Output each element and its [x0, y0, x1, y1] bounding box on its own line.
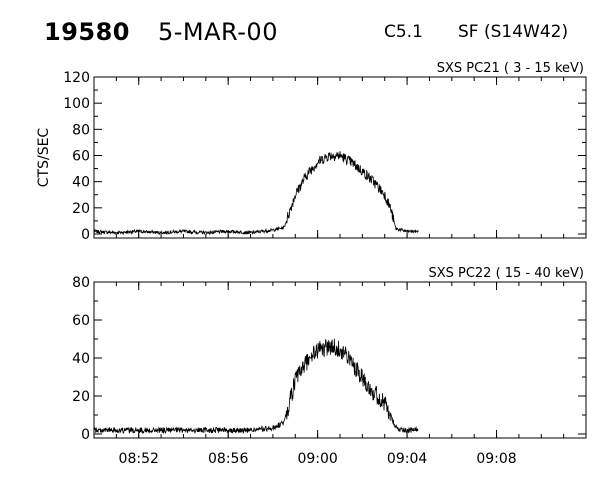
x-tick-label: 08:52	[119, 451, 159, 467]
y-tick-label: 20	[72, 389, 90, 405]
y-tick-label: 120	[63, 70, 90, 86]
y-tick-label: 40	[72, 175, 90, 191]
plot-frame-1	[93, 76, 587, 239]
flare-location: SF (S14W42)	[458, 22, 569, 42]
x-tick-label: 09:08	[476, 451, 516, 467]
y-tick-label: 0	[81, 227, 90, 243]
y-tick-label: 40	[72, 351, 90, 367]
series-line-1	[93, 151, 419, 236]
panel-label-1: SXS PC21 ( 3 - 15 keV)	[437, 61, 584, 76]
series-line-2	[93, 338, 419, 435]
y-tick-label: 80	[72, 275, 90, 291]
y-tick-label: 20	[72, 201, 90, 217]
y-tick-label: 80	[72, 122, 90, 138]
x-tick-label: 09:00	[297, 451, 337, 467]
panel-label-2: SXS PC22 ( 15 - 40 keV)	[428, 266, 584, 281]
x-tick-label: 09:04	[387, 451, 427, 467]
y-tick-label: 100	[63, 96, 90, 112]
y-tick-label: 60	[72, 149, 90, 165]
event-date: 5-MAR-00	[158, 18, 278, 46]
plot-frame-2	[93, 281, 587, 439]
y-tick-label: 60	[72, 313, 90, 329]
y-tick-label: 0	[81, 427, 90, 443]
y-axis-label: CTS/SEC	[36, 128, 52, 188]
flare-class: C5.1	[384, 22, 423, 42]
event-id: 19580	[44, 18, 130, 46]
x-tick-label: 08:56	[208, 451, 248, 467]
